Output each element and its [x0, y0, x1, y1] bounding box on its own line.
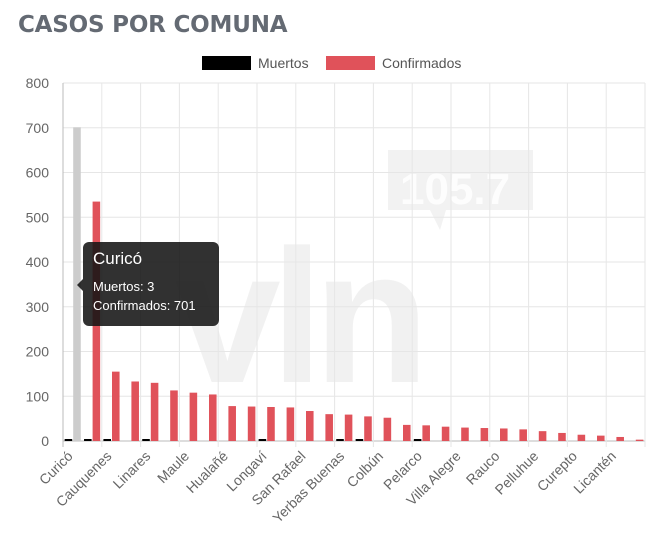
bar-muertos: [64, 439, 73, 441]
x-tick-label: Licantén: [570, 448, 619, 497]
y-tick-label: 300: [26, 299, 50, 315]
bar-confirmados: [500, 428, 508, 441]
bar-confirmados: [597, 435, 605, 441]
bar-confirmados: [403, 424, 411, 441]
tooltip-title: Curicó: [93, 249, 143, 268]
tooltip-caret: [77, 279, 83, 291]
bar-confirmados: [480, 428, 489, 441]
watermark-number: 105.7: [400, 165, 510, 214]
bar-confirmados: [422, 425, 430, 441]
x-tick-label: Colbún: [343, 448, 386, 491]
legend-label: Confirmados: [382, 55, 461, 71]
bar-confirmados: [131, 381, 139, 441]
watermark-logo: 105.7 vln: [175, 150, 533, 423]
bar-confirmados: [635, 439, 644, 441]
y-tick-label: 400: [26, 254, 50, 270]
bar-muertos: [142, 439, 150, 441]
bar-confirmados: [461, 427, 469, 441]
bar-muertos: [413, 439, 422, 441]
bar-confirmados: [519, 429, 527, 441]
legend-item[interactable]: Confirmados: [326, 55, 461, 71]
bar-confirmados: [344, 414, 353, 441]
tooltip-confirmados: Confirmados: 701: [93, 298, 196, 313]
bar-confirmados: [383, 417, 392, 441]
x-tick-label: Yerbas Buenas: [269, 448, 347, 526]
bar-confirmados: [150, 382, 159, 441]
watermark-badge: [388, 150, 533, 230]
bar-confirmados: [170, 390, 178, 441]
bar-muertos: [84, 439, 92, 441]
bar-confirmados: [577, 434, 586, 441]
y-tick-label: 100: [26, 388, 50, 404]
tooltip-muertos: Muertos: 3: [93, 279, 155, 294]
bar-confirmados: [616, 436, 624, 441]
bar-confirmados: [73, 127, 81, 442]
bar-muertos: [258, 439, 267, 441]
x-tick-label: Pelluhue: [492, 448, 542, 498]
tooltip: Curicó Muertos: 3 Confirmados: 701: [77, 242, 219, 326]
x-tick-label: Hualañé: [183, 448, 231, 496]
y-tick-label: 700: [26, 120, 50, 136]
y-tick-label: 600: [26, 165, 50, 181]
y-tick-label: 500: [26, 209, 50, 225]
bar-muertos: [336, 439, 344, 441]
bar-confirmados: [558, 432, 566, 441]
y-tick-label: 200: [26, 344, 50, 360]
bar-muertos: [355, 439, 364, 441]
legend-swatch: [326, 56, 375, 70]
y-tick-label: 800: [26, 75, 50, 91]
legend-swatch: [202, 56, 251, 70]
x-tick-label: Linares: [110, 448, 154, 492]
bar-confirmados: [538, 431, 547, 441]
page-title: CASOS POR COMUNA: [18, 12, 288, 38]
legend-item[interactable]: Muertos: [202, 55, 309, 71]
bar-confirmados: [364, 416, 372, 441]
bar-confirmados: [306, 411, 314, 441]
bar-confirmados: [228, 406, 236, 441]
legend-label: Muertos: [258, 55, 309, 71]
y-tick-label: 0: [41, 433, 49, 449]
bar-muertos: [103, 439, 111, 441]
bar-confirmados: [286, 407, 295, 441]
bar-confirmados: [247, 406, 256, 441]
bar-confirmados: [441, 426, 450, 441]
bar-confirmados: [189, 392, 198, 441]
bar-confirmados: [112, 371, 120, 441]
y-axis: 0 100 200 300 400 500 600 700 800: [26, 75, 50, 449]
bar-confirmados: [267, 406, 275, 441]
legend: Muertos Confirmados: [202, 55, 461, 71]
bar-confirmados: [209, 394, 217, 441]
bar-confirmados: [325, 414, 333, 441]
